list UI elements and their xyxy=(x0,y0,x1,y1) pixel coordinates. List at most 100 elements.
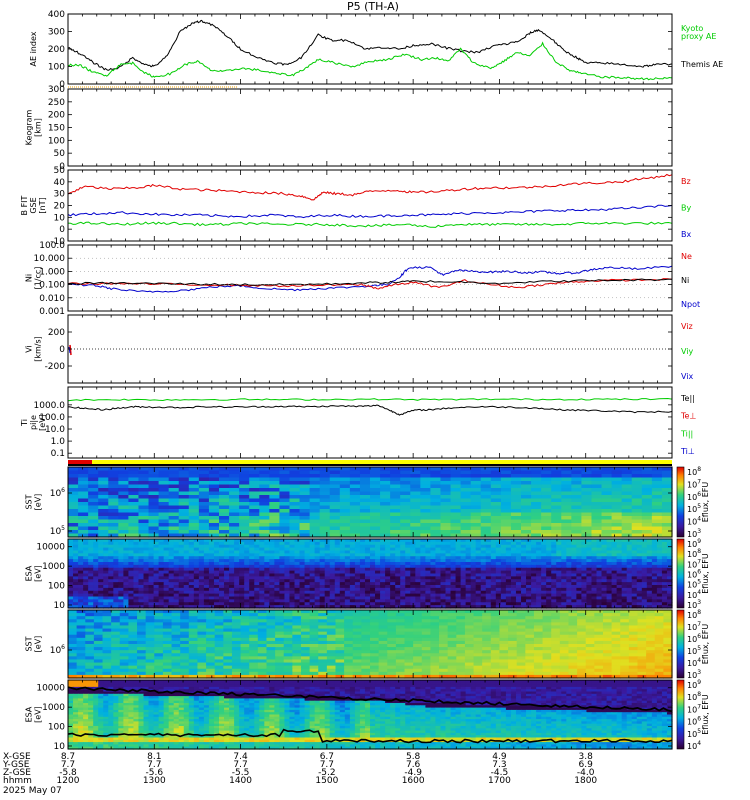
spectrogram-cell xyxy=(339,467,351,472)
spectrogram-cell xyxy=(435,547,442,552)
spectrogram-cell xyxy=(546,559,552,563)
spectrogram-cell xyxy=(526,587,532,592)
spectrogram-cell xyxy=(621,562,628,566)
spectrogram-cell xyxy=(219,579,225,583)
spectrogram-cell xyxy=(354,573,361,577)
spectrogram-cell xyxy=(239,590,245,595)
spectrogram-cell xyxy=(450,553,457,557)
spectrogram-cell xyxy=(178,550,185,554)
spectrogram-cell xyxy=(430,590,437,595)
spectrogram-cell xyxy=(78,519,89,524)
spectrogram-cell xyxy=(108,544,114,549)
spectrogram-cell xyxy=(413,647,423,651)
spectrogram-cell xyxy=(420,544,426,549)
spectrogram-cell xyxy=(324,567,331,572)
spectrogram-cell xyxy=(364,541,371,546)
spectrogram-cell xyxy=(651,519,663,524)
spectrogram-cell xyxy=(203,587,210,592)
spectrogram-cell xyxy=(359,530,371,535)
spectrogram-cell xyxy=(515,582,522,586)
spectrogram-cell xyxy=(495,579,502,583)
spectrogram-cell xyxy=(370,616,380,620)
spectrogram-cell xyxy=(616,556,623,560)
spectrogram-cell xyxy=(309,526,321,531)
spectrogram-cell xyxy=(103,541,109,546)
spectrogram-cell xyxy=(224,585,230,589)
spectrogram-cell xyxy=(641,502,653,507)
spectrogram-cell xyxy=(183,593,190,598)
spectrogram-cell xyxy=(208,526,220,531)
spectrogram-cell xyxy=(435,564,442,569)
spectrogram-cell xyxy=(594,631,604,636)
spectrogram-cell xyxy=(269,526,280,531)
spectrogram-cell xyxy=(616,585,623,589)
spectrogram-cell xyxy=(329,539,336,543)
spectrogram-cell xyxy=(229,495,240,500)
spectrogram-cell xyxy=(193,559,200,563)
spectrogram-cell xyxy=(480,467,492,472)
spectrogram-cell xyxy=(244,559,250,563)
spectrogram-cell xyxy=(641,587,648,592)
spectrogram-cell xyxy=(473,613,483,617)
spectrogram-cell xyxy=(206,613,216,617)
spectrogram-cell xyxy=(213,605,220,609)
spectrogram-cell xyxy=(284,587,291,592)
spectrogram-cell xyxy=(93,562,99,566)
spectrogram-cell xyxy=(163,564,170,569)
spectrogram-cell xyxy=(666,567,673,572)
spectrogram-cell xyxy=(289,530,301,535)
spectrogram-cell xyxy=(257,634,268,639)
spectrogram-cell xyxy=(455,599,462,603)
spectrogram-cell xyxy=(616,547,623,552)
spectrogram-cell xyxy=(289,477,301,482)
spectrogram-cell xyxy=(440,505,452,510)
spectrogram-cell xyxy=(656,590,663,595)
spectrogram-cell xyxy=(128,644,138,648)
spectrogram-cell xyxy=(299,474,311,479)
spectrogram-cell xyxy=(349,602,356,606)
spectrogram-cell xyxy=(229,567,235,572)
spectrogram-cell xyxy=(490,519,502,524)
spectrogram-cell xyxy=(611,505,623,510)
spectrogram-cell xyxy=(188,477,200,482)
spectrogram-cell xyxy=(73,590,79,595)
spectrogram-cell xyxy=(490,502,502,507)
spectrogram-cell xyxy=(78,579,84,583)
spectrogram-cell xyxy=(370,544,376,549)
spectrogram-cell xyxy=(93,616,104,620)
spectrogram-cell xyxy=(219,467,230,472)
spectrogram-cell xyxy=(309,559,316,563)
spectrogram-cell xyxy=(651,516,663,521)
spectrogram-cell xyxy=(279,559,286,563)
spectrogram-cell xyxy=(128,523,140,528)
spectrogram-cell xyxy=(546,539,552,543)
spectrogram-cell xyxy=(168,562,175,566)
spectrogram-cell xyxy=(329,470,341,475)
spectrogram-cell xyxy=(309,616,319,620)
spectrogram-cell xyxy=(425,556,431,560)
spectrogram-cell xyxy=(628,640,639,645)
spectrogram-cell xyxy=(561,509,572,514)
spectrogram-cell xyxy=(385,585,391,589)
spectrogram-cell xyxy=(445,576,452,580)
spectrogram-cell xyxy=(439,610,449,614)
spectrogram-cell xyxy=(435,567,442,572)
spectrogram-cell xyxy=(224,570,230,575)
spectrogram-cell xyxy=(103,564,109,569)
spectrogram-cell xyxy=(561,481,572,486)
spectrogram-cell xyxy=(304,539,311,543)
spectrogram-cell xyxy=(611,477,623,482)
spectrogram-cell xyxy=(168,553,175,557)
spectrogram-cell xyxy=(213,599,220,603)
spectrogram-cell xyxy=(601,544,608,549)
spectrogram-cell xyxy=(626,550,633,554)
spectrogram-cell xyxy=(510,467,522,472)
spectrogram-cell xyxy=(561,541,567,546)
spectrogram-cell xyxy=(257,610,268,614)
spectrogram-cell xyxy=(536,564,542,569)
spectrogram-cell xyxy=(111,610,121,614)
spectrogram-cell xyxy=(249,505,260,510)
spectrogram-cell xyxy=(289,544,296,549)
spectrogram-cell xyxy=(219,599,225,603)
spectrogram-cell xyxy=(162,637,173,642)
